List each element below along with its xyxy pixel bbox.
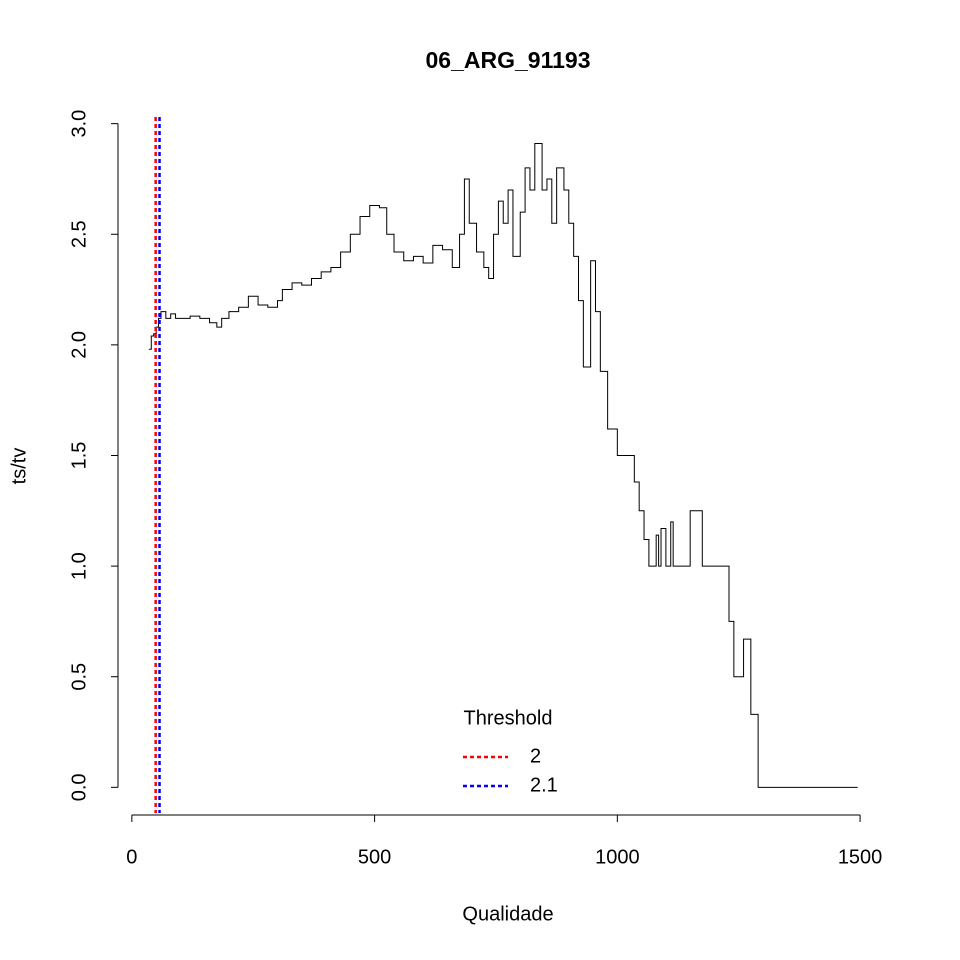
y-tick-label: 1.0 bbox=[68, 552, 90, 580]
legend-label: 2 bbox=[530, 745, 541, 767]
chart-title: 06_ARG_91193 bbox=[426, 47, 591, 73]
y-tick-label: 0.5 bbox=[68, 663, 90, 691]
legend-label: 2.1 bbox=[530, 774, 558, 796]
x-tick-label: 1000 bbox=[595, 846, 640, 868]
x-tick-label: 500 bbox=[358, 846, 391, 868]
y-tick-label: 1.5 bbox=[68, 442, 90, 470]
x-tick-label: 0 bbox=[126, 846, 137, 868]
legend-title: Threshold bbox=[464, 707, 553, 729]
y-tick-label: 2.5 bbox=[68, 220, 90, 248]
y-tick-label: 0.0 bbox=[68, 773, 90, 801]
x-tick-label: 1500 bbox=[838, 846, 883, 868]
y-tick-label: 3.0 bbox=[68, 110, 90, 138]
data-line bbox=[148, 143, 858, 788]
x-axis-title: Qualidade bbox=[462, 903, 553, 925]
y-tick-label: 2.0 bbox=[68, 331, 90, 359]
y-axis-title: ts/tv bbox=[8, 448, 30, 485]
